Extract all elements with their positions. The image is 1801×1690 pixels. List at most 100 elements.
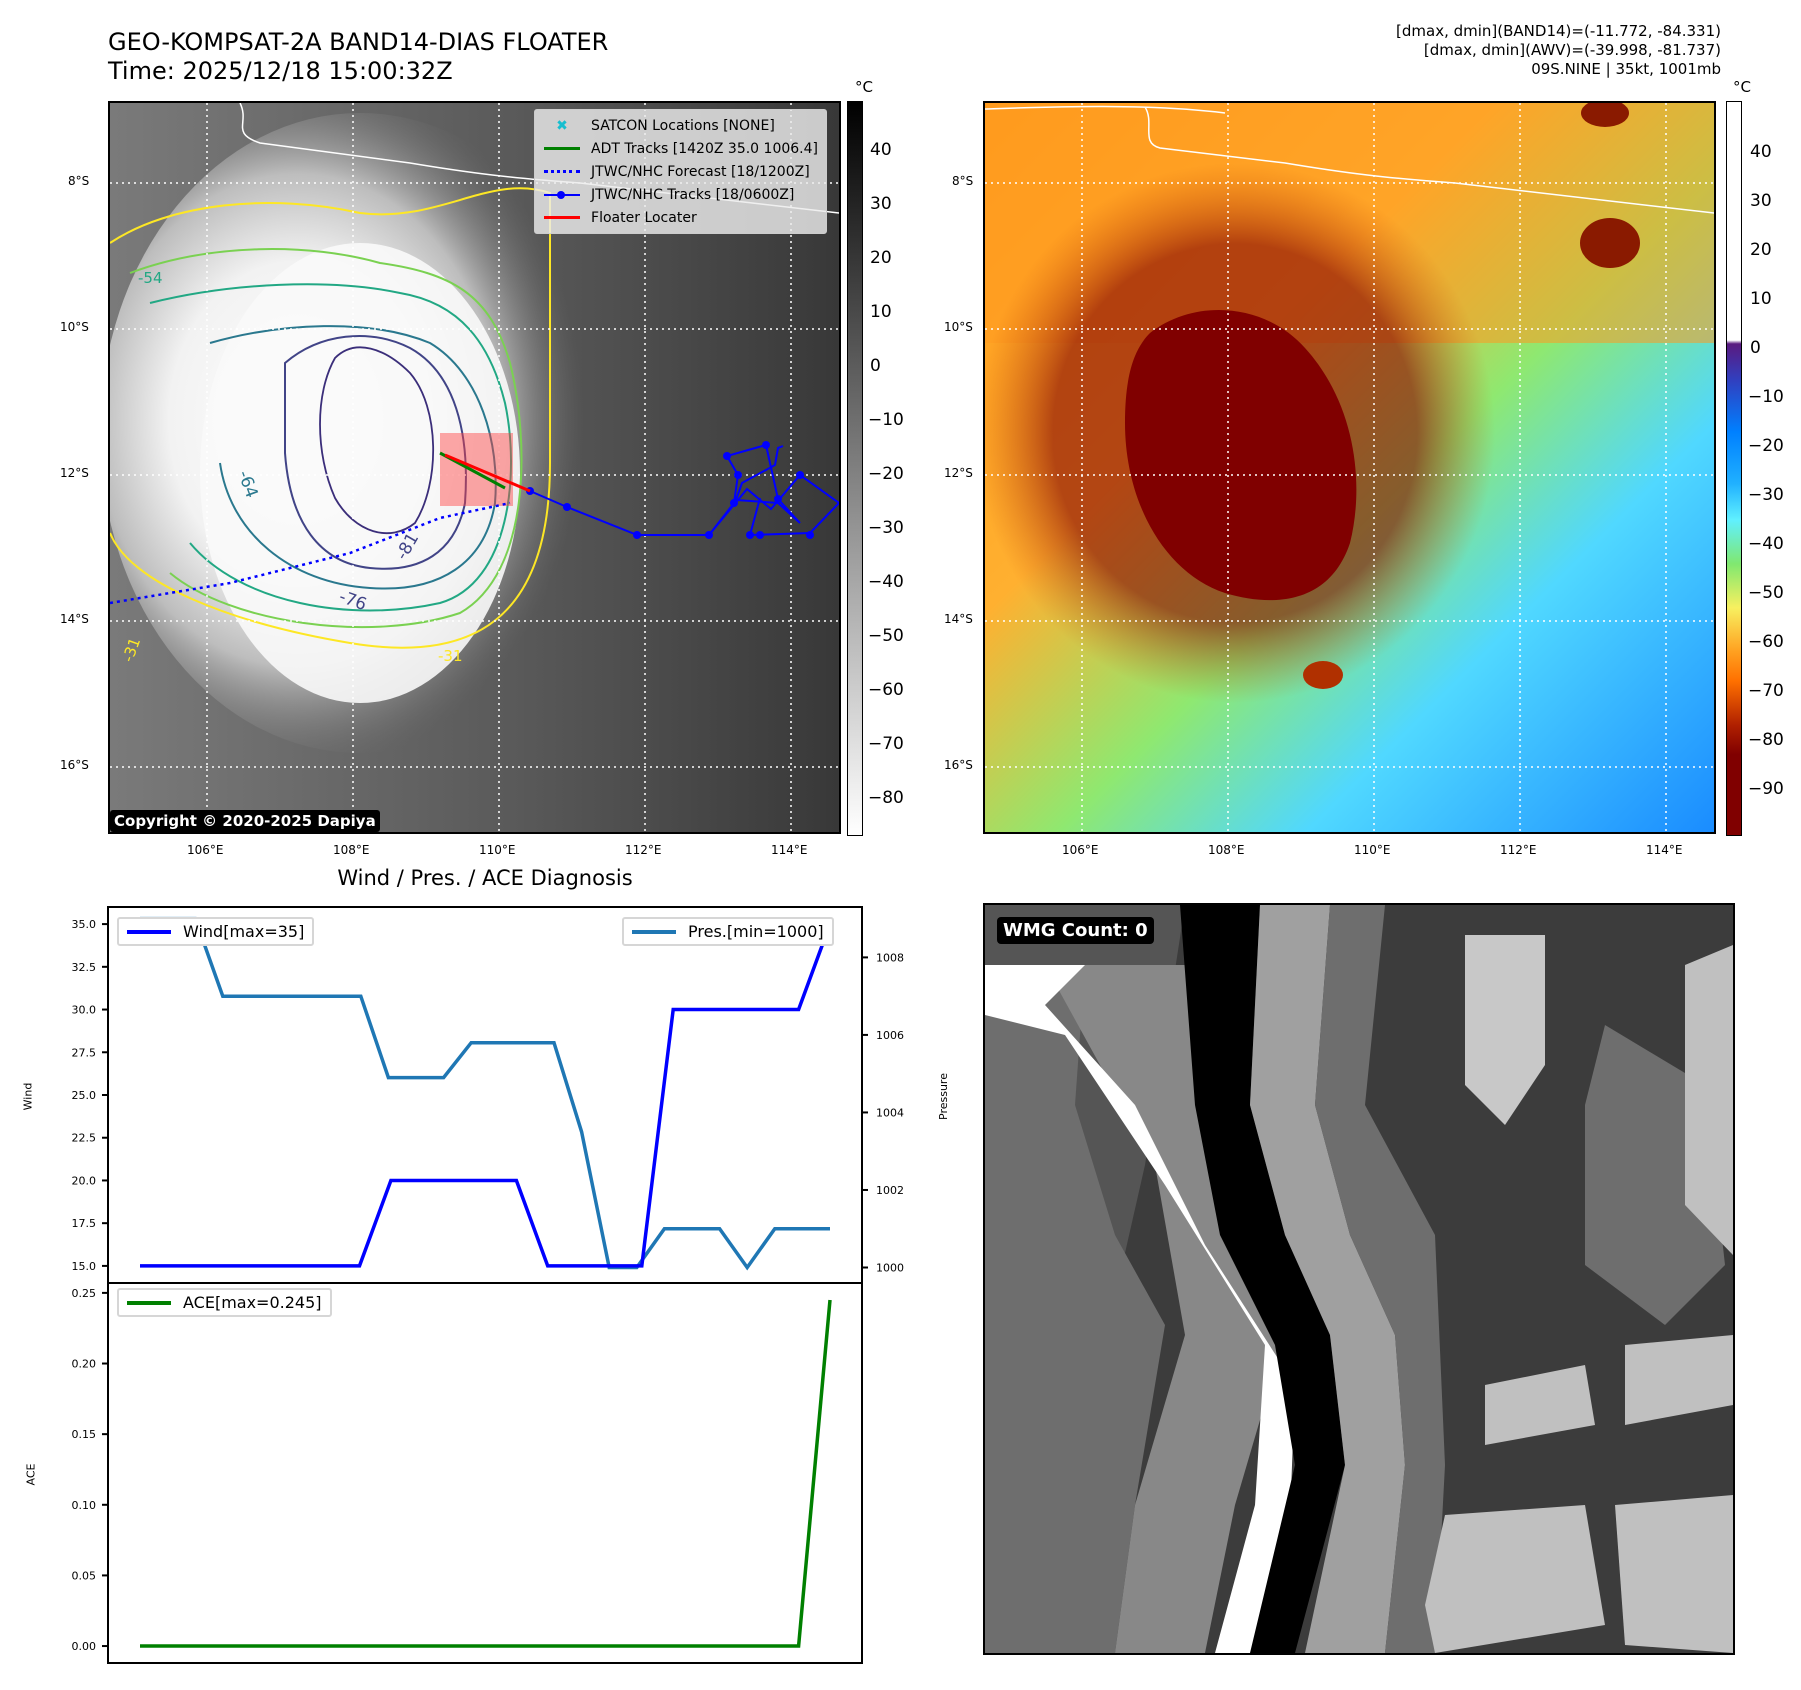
awv-gridlines bbox=[985, 103, 1714, 832]
colorbar-tick: −30 bbox=[1748, 485, 1784, 505]
ir-colorbar bbox=[847, 101, 863, 836]
wind-pressure-panel: 35.0 32.5 30.0 27.5 25.0 22.5 20.0 17.5 15.0 1008… bbox=[72, 906, 904, 1284]
wind-axes-frame bbox=[107, 906, 863, 1284]
pressure-legend: Pres.[min=1000] bbox=[622, 917, 834, 946]
colorbar-tick: −20 bbox=[1748, 436, 1784, 456]
ace-line bbox=[140, 1299, 832, 1648]
colorbar-tick: −50 bbox=[868, 626, 904, 646]
awv-cell bbox=[1580, 218, 1640, 268]
pressure-tick-label: 1008 bbox=[876, 951, 904, 964]
legend-satcon: ✖ SATCON Locations [NONE] bbox=[543, 114, 818, 137]
jtwc-track bbox=[529, 443, 801, 536]
colorbar-tick: 30 bbox=[1750, 191, 1772, 211]
ace-axis-label: ACE bbox=[24, 1463, 38, 1486]
x-marker-icon: ✖ bbox=[556, 117, 568, 134]
awv-lon-label: 110°E bbox=[1354, 843, 1391, 857]
colorbar-tick: −70 bbox=[868, 734, 904, 754]
title-line-2: Time: 2025/12/18 15:00:32Z bbox=[108, 57, 453, 85]
colorbar-tick: 0 bbox=[870, 356, 881, 376]
colorbar-tick: 10 bbox=[870, 302, 892, 322]
colorbar-tick: −40 bbox=[868, 572, 904, 592]
ace-tick-label: 0.10 bbox=[72, 1499, 97, 1512]
ace-axes-frame bbox=[107, 1282, 863, 1664]
wind-tick-label: 35.0 bbox=[72, 918, 97, 931]
wind-legend-label: Wind[max=35] bbox=[183, 922, 305, 941]
ir-colorbar-unit: °C bbox=[855, 78, 873, 96]
ir-satellite-map: -64 -76 -81 -31 -54 -31 ✖ SATCON Location… bbox=[108, 101, 841, 834]
ir-lat-label: 8°S bbox=[68, 174, 90, 188]
contour-minus-76 bbox=[284, 335, 467, 570]
ace-panel: 0.25 0.20 0.15 0.10 0.05 0.00 bbox=[72, 1282, 863, 1664]
awv-lat-label: 12°S bbox=[944, 466, 973, 480]
ir-map-legend: ✖ SATCON Locations [NONE] ADT Tracks [142… bbox=[534, 109, 827, 234]
ir-lon-label: 110°E bbox=[479, 843, 516, 857]
awv-map-canvas bbox=[985, 103, 1714, 832]
awv-lat-label: 16°S bbox=[944, 758, 973, 772]
awv-lon-label: 114°E bbox=[1646, 843, 1683, 857]
legend-floater: Floater Locater bbox=[543, 206, 818, 229]
wind-tick-label: 25.0 bbox=[72, 1089, 97, 1102]
colorbar-tick: −50 bbox=[1748, 583, 1784, 603]
contour-label: -54 bbox=[138, 269, 163, 287]
ace-tick-label: 0.15 bbox=[72, 1428, 97, 1441]
ace-tick-label: 0.00 bbox=[72, 1640, 97, 1653]
colorbar-tick: −10 bbox=[1748, 387, 1784, 407]
colorbar-tick: 20 bbox=[1750, 240, 1772, 260]
wmg-region bbox=[1425, 1505, 1605, 1653]
wind-tick-label: 30.0 bbox=[72, 1004, 97, 1017]
colorbar-tick: 30 bbox=[870, 194, 892, 214]
ir-lat-label: 16°S bbox=[60, 758, 89, 772]
awv-cell bbox=[1581, 103, 1629, 127]
awv-map bbox=[983, 101, 1716, 834]
awv-lon-label: 106°E bbox=[1062, 843, 1099, 857]
figure-title: GEO-KOMPSAT-2A BAND14-DIAS FLOATER Time: … bbox=[108, 28, 608, 86]
colorbar-tick: 10 bbox=[1750, 289, 1772, 309]
ace-legend-swatch bbox=[127, 1300, 171, 1305]
pressure-tick-label: 1004 bbox=[876, 1106, 904, 1119]
colorbar-tick: −70 bbox=[1748, 681, 1784, 701]
contour-minus-54 bbox=[149, 283, 513, 612]
wmg-region bbox=[1315, 905, 1445, 1653]
diagnosis-chart: 35.0 32.5 30.0 27.5 25.0 22.5 20.0 17.5 15.0 1008… bbox=[72, 906, 904, 1664]
pressure-tick-label: 1002 bbox=[876, 1184, 904, 1197]
line-swatch-icon bbox=[543, 216, 581, 219]
colorbar-tick: −30 bbox=[868, 518, 904, 538]
contour-label: -31 bbox=[438, 647, 463, 665]
wind-tick-label: 20.0 bbox=[72, 1174, 97, 1187]
colorbar-tick: −90 bbox=[1748, 779, 1784, 799]
ir-lon-label: 108°E bbox=[333, 843, 370, 857]
pressure-legend-swatch bbox=[632, 929, 676, 934]
ace-tick-label: 0.05 bbox=[72, 1569, 97, 1582]
awv-colorbar-ticks: 40 30 20 10 0 −10 −20 −30 −40 −50 −60 −7… bbox=[1748, 142, 1793, 822]
ace-tick-label: 0.20 bbox=[72, 1358, 97, 1371]
wind-axis-label: Wind bbox=[21, 1082, 35, 1111]
colorbar-tick: −80 bbox=[868, 788, 904, 808]
wmg-region bbox=[985, 965, 1295, 1653]
pressure-line bbox=[140, 916, 830, 1271]
awv-lon-label: 108°E bbox=[1208, 843, 1245, 857]
colorbar-tick: −60 bbox=[1748, 632, 1784, 652]
cloud-core bbox=[200, 243, 520, 703]
pressure-tick-label: 1000 bbox=[876, 1261, 904, 1274]
colorbar-tick: −20 bbox=[868, 464, 904, 484]
colorbar-tick: 0 bbox=[1750, 338, 1761, 358]
diagnosis-title: Wind / Pres. / ACE Diagnosis bbox=[337, 866, 633, 890]
wmg-region bbox=[1625, 1335, 1733, 1425]
ace-legend: ACE[max=0.245] bbox=[117, 1288, 332, 1317]
awv-cell bbox=[1303, 661, 1343, 689]
wind-tick-label: 22.5 bbox=[72, 1132, 97, 1145]
colorbar-tick: −80 bbox=[1748, 730, 1784, 750]
wmg-region bbox=[1180, 905, 1345, 1653]
colorbar-tick: −60 bbox=[868, 680, 904, 700]
wind-tick-label: 17.5 bbox=[72, 1217, 97, 1230]
wmg-region bbox=[985, 965, 1165, 1653]
wind-tick-label: 15.0 bbox=[72, 1260, 97, 1273]
contour-minus-31 bbox=[110, 187, 551, 649]
awv-colorbar bbox=[1726, 101, 1742, 836]
contour-minus-81 bbox=[319, 346, 435, 535]
ace-tick-label: 0.25 bbox=[72, 1287, 97, 1300]
ir-lon-label: 112°E bbox=[625, 843, 662, 857]
copyright-badge: Copyright © 2020-2025 Dapiya bbox=[110, 810, 380, 832]
wind-tick-label: 27.5 bbox=[72, 1046, 97, 1059]
colorbar-tick: −40 bbox=[1748, 534, 1784, 554]
